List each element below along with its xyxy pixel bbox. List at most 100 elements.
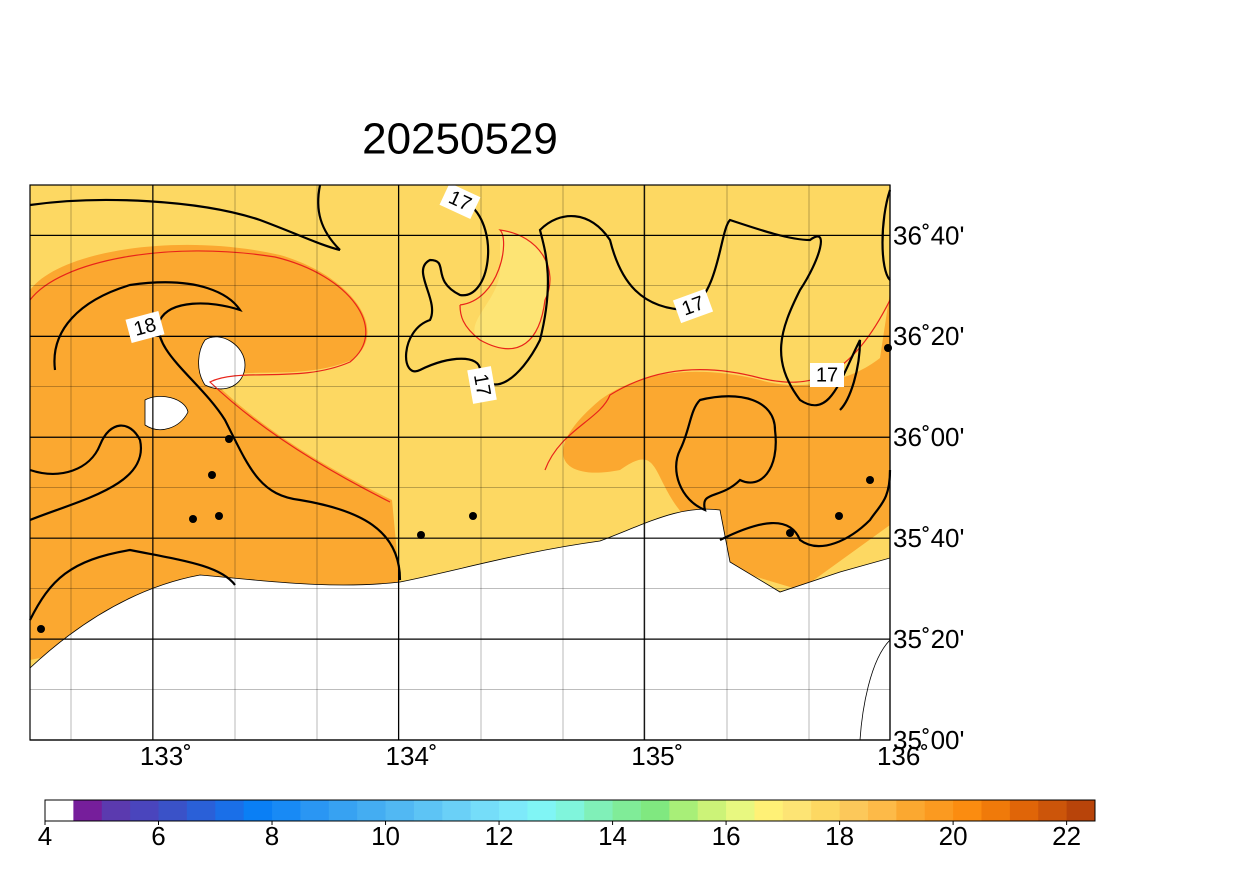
lat-tick-label: 36˚00'	[893, 422, 964, 452]
colorbar-tick-label: 8	[265, 821, 279, 851]
lat-tick-label: 35˚00'	[893, 725, 964, 755]
warm-region	[30, 244, 400, 660]
contour-line	[29, 548, 236, 621]
colorbar-swatch	[101, 800, 131, 821]
contour-line	[317, 184, 341, 251]
colorbar-tick-label: 4	[38, 821, 52, 851]
station	[37, 625, 45, 633]
colorbar-swatch	[328, 800, 358, 821]
colorbar-tick-label: 16	[712, 821, 741, 851]
map-fills	[29, 185, 891, 741]
contour-line	[29, 424, 143, 522]
colorbar-swatch	[158, 800, 188, 821]
contour-label-box	[672, 288, 714, 324]
station	[835, 512, 843, 520]
station	[884, 344, 892, 352]
colorbar-swatch	[669, 800, 699, 821]
colorbar-swatch	[584, 800, 614, 821]
colorbar-swatch	[215, 800, 245, 821]
colorbar-swatch	[413, 800, 443, 821]
colorbar-swatch	[1038, 800, 1068, 821]
colorbar-tick-label: 6	[151, 821, 165, 851]
colorbar-swatch	[867, 800, 897, 821]
contour-label: 17	[467, 366, 497, 404]
station	[417, 531, 425, 539]
contour-label-box	[810, 363, 844, 387]
island	[144, 396, 189, 430]
contour-line	[404, 204, 862, 411]
colorbar-swatch	[612, 800, 642, 821]
colorbar-swatch	[442, 800, 472, 821]
colorbar-swatch	[1009, 800, 1039, 821]
colorbar-swatch	[981, 800, 1011, 821]
colorbar-tick-label: 12	[485, 821, 514, 851]
contour-line	[675, 395, 777, 512]
contour-label: 17	[810, 363, 844, 387]
contour-line	[29, 198, 341, 252]
colorbar-swatch	[499, 800, 528, 821]
colorbar-tick-label: 18	[825, 821, 854, 851]
colorbar-tick-label: 22	[1052, 821, 1081, 851]
colorbar-swatch	[924, 800, 954, 821]
contour-label: 17	[439, 182, 481, 220]
contour-label: 17	[672, 288, 714, 324]
colorbar-tick-label: 14	[598, 821, 627, 851]
station	[786, 529, 794, 537]
colorbar-swatch	[1066, 800, 1096, 821]
colorbar-swatch	[953, 800, 982, 821]
colorbar-tick-label: 20	[939, 821, 968, 851]
colorbar-swatch	[300, 800, 330, 821]
colorbar-swatch	[527, 800, 557, 821]
colorbar-swatch	[357, 800, 387, 821]
contour-label-text: 17	[469, 372, 495, 398]
land	[29, 508, 891, 741]
contour-line	[719, 469, 892, 548]
lon-tick-label: 136˚	[877, 741, 929, 771]
contour-line	[29, 250, 391, 503]
station	[189, 515, 197, 523]
colorbar-swatch	[555, 800, 585, 821]
colorbar-swatch	[186, 800, 216, 821]
warm-region	[562, 292, 890, 590]
colorbar-swatch	[272, 800, 301, 821]
colorbar-swatch	[45, 800, 74, 821]
stations	[37, 344, 892, 633]
colorbar-tick-label: 10	[371, 821, 400, 851]
colorbar-swatch	[811, 800, 841, 821]
colorbar-swatch	[782, 800, 812, 821]
colorbar-swatch	[243, 800, 273, 821]
lat-tick-label: 35˚40'	[893, 523, 964, 553]
lon-tick-label: 133˚	[140, 741, 192, 771]
map-frame	[29, 184, 891, 741]
colorbar-swatch	[896, 800, 926, 821]
contour-label: 18	[125, 311, 165, 343]
contour-label-box	[467, 366, 497, 404]
colorbar-swatch	[697, 800, 727, 821]
colorbar-swatch	[754, 800, 784, 821]
lon-tick-label: 134˚	[386, 741, 438, 771]
colorbar-swatch	[839, 800, 869, 821]
lon-tick-label: 135˚	[631, 741, 683, 771]
title: 20250529	[362, 115, 558, 164]
lat-tick-label: 36˚40'	[893, 220, 964, 250]
contour-label-box	[125, 311, 165, 343]
colorbar-swatch	[130, 800, 160, 821]
station	[866, 476, 874, 484]
contour-label-box	[439, 182, 481, 220]
colorbar: 4 6 8 10 12 14 16 18 20 22	[38, 799, 1096, 851]
colorbar-swatch	[385, 800, 415, 821]
colorbar-swatch	[640, 800, 670, 821]
lat-tick-label: 36˚20'	[893, 321, 964, 351]
lat-tick-label: 35˚20'	[893, 624, 964, 654]
station	[208, 471, 216, 479]
cool-patch	[474, 230, 550, 348]
station	[215, 512, 223, 520]
station	[225, 435, 233, 443]
contour-label-text: 17	[816, 364, 838, 386]
colorbar-swatch	[73, 800, 103, 821]
colorbar-swatch	[470, 800, 500, 821]
contour-line	[881, 189, 892, 281]
colorbar-frame	[44, 799, 1096, 822]
station	[469, 512, 477, 520]
